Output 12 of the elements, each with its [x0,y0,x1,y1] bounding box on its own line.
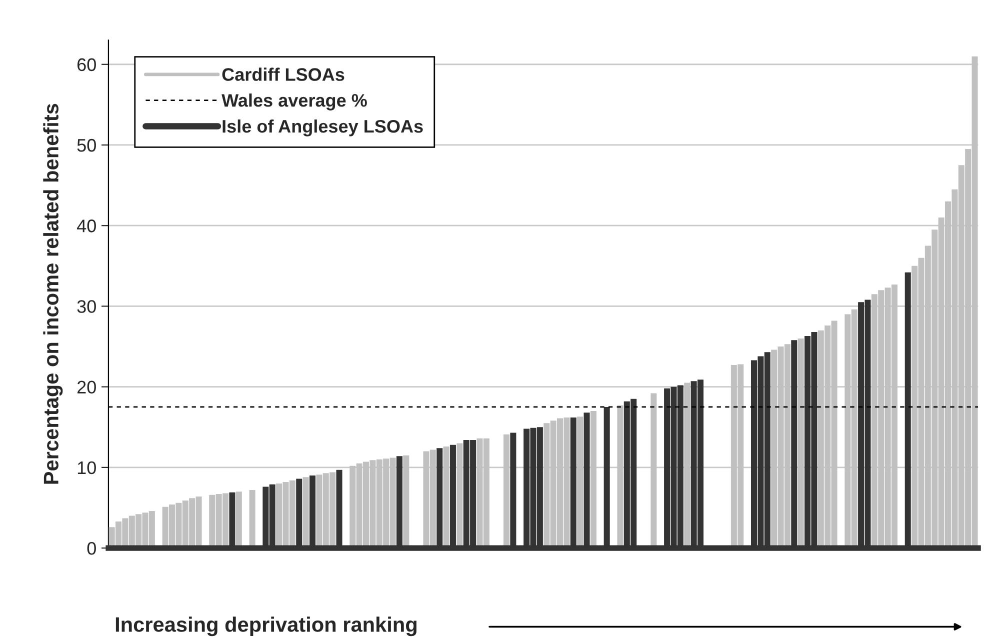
y-tick-label: 20 [77,380,96,394]
y-tick-label: 50 [77,138,96,152]
y-tick-label: 0 [87,542,96,555]
legend-label: Cardiff LSOAs [222,68,344,81]
legend-label: Wales average % [222,94,367,110]
y-tick-label: 60 [77,58,96,72]
x-axis-title: Increasing deprivation ranking [116,616,416,636]
y-tick-label: 10 [78,461,96,474]
y-tick-label: 30 [77,300,96,313]
legend-label: Isle of Anglesey LSOAs [222,119,423,136]
y-axis-title: Percentage on income related benefits [43,104,63,484]
y-tick-label: 40 [76,220,96,232]
